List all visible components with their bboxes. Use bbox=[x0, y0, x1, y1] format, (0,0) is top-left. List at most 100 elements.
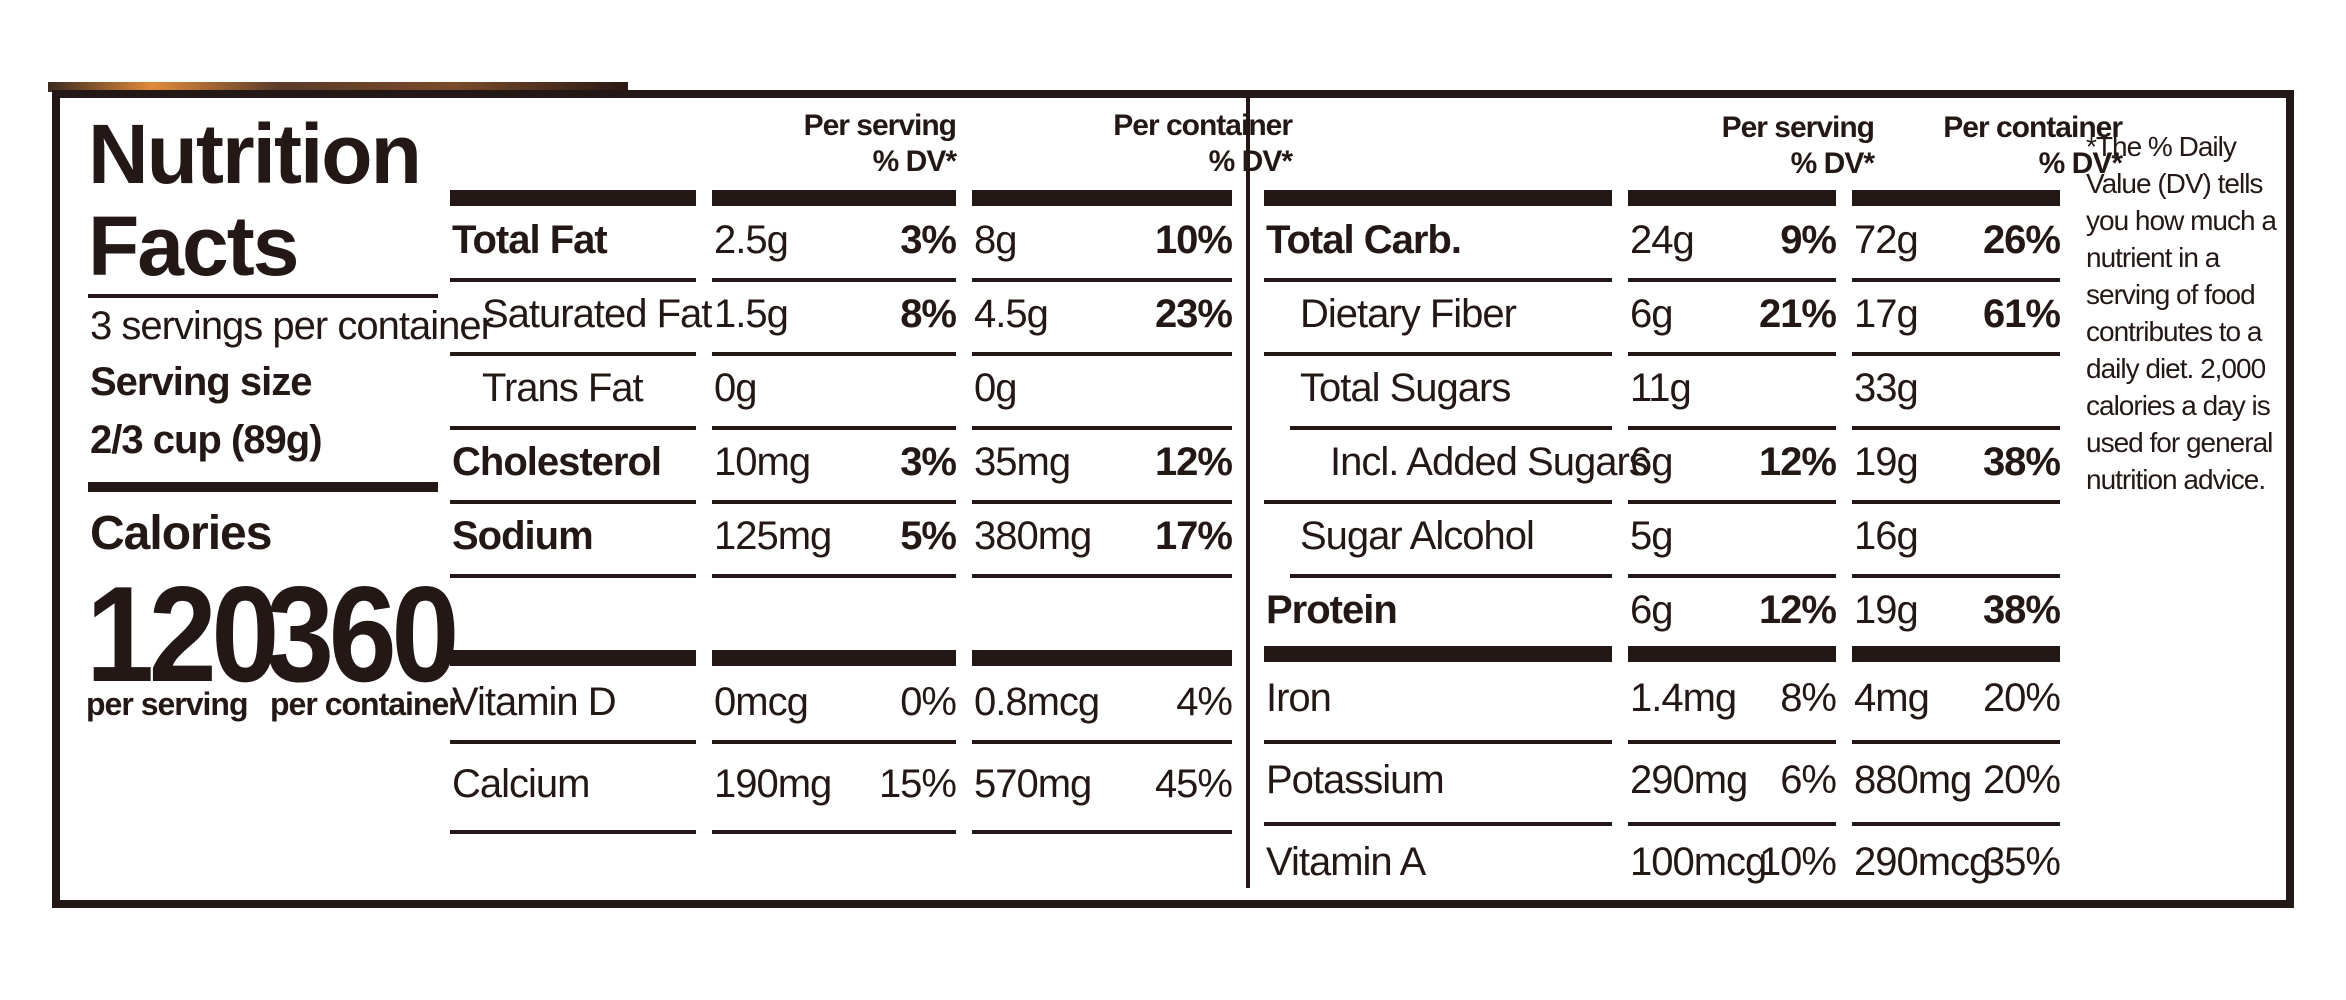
left_nutrients-2-container-amount: 0g bbox=[974, 366, 1017, 410]
right_nutrients-5-container-amount: 19g bbox=[1854, 588, 1919, 632]
left-vit-bar-1 bbox=[712, 650, 956, 666]
left_nutrients-2-serving-amount: 0g bbox=[714, 366, 757, 410]
right_nutrients-2-name: Total Sugars bbox=[1300, 366, 1511, 410]
left_vitamins-0-name: Vitamin D bbox=[452, 680, 617, 724]
left_nutrients-0-container-amount: 8g bbox=[974, 218, 1017, 262]
right-row-0-rule-0 bbox=[1264, 278, 1612, 282]
right-row-3-rule-2 bbox=[1852, 500, 2060, 504]
right-row-0-rule-1 bbox=[1628, 278, 1836, 282]
left-vit-row-0-rule-2 bbox=[972, 740, 1232, 744]
left-row-4-rule-1 bbox=[712, 574, 956, 578]
left-top-bar-0 bbox=[450, 190, 696, 206]
serving-size-label: Serving size bbox=[90, 360, 312, 404]
left-row-3-rule-2 bbox=[972, 500, 1232, 504]
right_vitamins-2-serving-amount: 100mcg bbox=[1630, 840, 1767, 884]
right-vit-bar-1 bbox=[1628, 646, 1836, 662]
left_vitamins-0-container-dv: 4% bbox=[1176, 680, 1233, 724]
title-nutrition: Nutrition bbox=[88, 107, 422, 201]
left_nutrients-1-name: Saturated Fat bbox=[482, 292, 712, 336]
left-header-per-serving: Per serving % DV* bbox=[803, 109, 957, 178]
divider bbox=[88, 294, 438, 298]
right_nutrients-2-container-amount: 33g bbox=[1854, 366, 1919, 410]
left-row-0-rule-0 bbox=[450, 278, 696, 282]
left_nutrients-4-name: Sodium bbox=[452, 514, 594, 558]
right_vitamins-1-container-dv: 20% bbox=[1982, 758, 2061, 802]
left_nutrients-1-container-amount: 4.5g bbox=[974, 292, 1049, 336]
right_nutrients-0-container-amount: 72g bbox=[1854, 218, 1919, 262]
right_nutrients-3-serving-amount: 6g bbox=[1630, 440, 1673, 484]
right-header-per-container: Per container % DV* bbox=[1943, 111, 2123, 180]
nutrition-facts-panel: Nutrition Facts 3 servings per container… bbox=[52, 90, 2294, 908]
right_vitamins-1-serving-dv: 6% bbox=[1780, 758, 1837, 802]
left_nutrients-4-container-dv: 17% bbox=[1154, 514, 1233, 558]
right_vitamins-2-name: Vitamin A bbox=[1266, 840, 1426, 884]
left_nutrients-3-serving-dv: 3% bbox=[900, 440, 957, 484]
right-row-0-rule-2 bbox=[1852, 278, 2060, 282]
left_vitamins-1-name: Calcium bbox=[452, 762, 590, 806]
right-vit-row-1-rule-1 bbox=[1628, 822, 1836, 826]
right-row-2-rule-2 bbox=[1852, 426, 2060, 430]
left-row-0-rule-2 bbox=[972, 278, 1232, 282]
left_nutrients-4-serving-dv: 5% bbox=[900, 514, 957, 558]
right-row-4-rule-0 bbox=[1290, 574, 1612, 578]
left-row-2-rule-2 bbox=[972, 426, 1232, 430]
left-row-1-rule-1 bbox=[712, 352, 956, 356]
right_nutrients-5-serving-dv: 12% bbox=[1758, 588, 1837, 632]
left-top-bar-2 bbox=[972, 190, 1232, 206]
left_nutrients-1-container-dv: 23% bbox=[1154, 292, 1233, 336]
left-row-0-rule-1 bbox=[712, 278, 956, 282]
right_nutrients-5-container-dv: 38% bbox=[1982, 588, 2061, 632]
servings-per-container: 3 servings per container bbox=[90, 304, 494, 348]
right-vit-bar-0 bbox=[1264, 646, 1612, 662]
right-row-2-rule-0 bbox=[1290, 426, 1612, 430]
right_nutrients-5-name: Protein bbox=[1266, 588, 1398, 632]
center-divider bbox=[1246, 98, 1250, 888]
right-top-bar-2 bbox=[1852, 190, 2060, 206]
right_vitamins-1-name: Potassium bbox=[1266, 758, 1445, 802]
right_vitamins-2-container-dv: 35% bbox=[1982, 840, 2061, 884]
right-vit-row-0-rule-0 bbox=[1264, 740, 1612, 744]
right_nutrients-1-serving-dv: 21% bbox=[1758, 292, 1837, 336]
right-vit-bar-2 bbox=[1852, 646, 2060, 662]
right_nutrients-0-serving-amount: 24g bbox=[1630, 218, 1695, 262]
left_nutrients-0-name: Total Fat bbox=[452, 218, 608, 262]
right-vit-row-0-rule-1 bbox=[1628, 740, 1836, 744]
right_nutrients-0-serving-dv: 9% bbox=[1780, 218, 1837, 262]
calories-per-serving: 120 bbox=[86, 558, 279, 710]
right-row-1-rule-1 bbox=[1628, 352, 1836, 356]
left-row-1-rule-2 bbox=[972, 352, 1232, 356]
right_nutrients-0-container-dv: 26% bbox=[1982, 218, 2061, 262]
right_nutrients-4-name: Sugar Alcohol bbox=[1300, 514, 1535, 558]
left-row-1-rule-0 bbox=[450, 352, 696, 356]
left_nutrients-0-serving-amount: 2.5g bbox=[714, 218, 789, 262]
thick-divider bbox=[88, 482, 438, 492]
left-row-2-rule-1 bbox=[712, 426, 956, 430]
left_nutrients-3-serving-amount: 10mg bbox=[714, 440, 811, 484]
left-row-4-rule-0 bbox=[450, 574, 696, 578]
right_nutrients-3-name: Incl. Added Sugars bbox=[1330, 440, 1649, 484]
left_nutrients-4-container-amount: 380mg bbox=[974, 514, 1092, 558]
left-vit-row-1-rule-2 bbox=[972, 830, 1232, 834]
right-row-2-rule-1 bbox=[1628, 426, 1836, 430]
left-vit-bar-2 bbox=[972, 650, 1232, 666]
left-row-2-rule-0 bbox=[450, 426, 696, 430]
right_vitamins-2-serving-dv: 10% bbox=[1758, 840, 1837, 884]
left-header-per-container: Per container % DV* bbox=[1113, 109, 1293, 178]
right-row-1-rule-0 bbox=[1264, 352, 1612, 356]
right_nutrients-4-container-amount: 16g bbox=[1854, 514, 1919, 558]
left-vit-bar-0 bbox=[450, 650, 696, 666]
left-row-4-rule-2 bbox=[972, 574, 1232, 578]
right-row-3-rule-0 bbox=[1264, 500, 1612, 504]
left_nutrients-4-serving-amount: 125mg bbox=[714, 514, 832, 558]
left-vit-row-0-rule-0 bbox=[450, 740, 696, 744]
left_nutrients-1-serving-amount: 1.5g bbox=[714, 292, 789, 336]
left-vit-row-0-rule-1 bbox=[712, 740, 956, 744]
right-row-3-rule-1 bbox=[1628, 500, 1836, 504]
right-vit-row-1-rule-0 bbox=[1264, 822, 1612, 826]
left_vitamins-0-serving-dv: 0% bbox=[900, 680, 957, 724]
right_vitamins-2-container-amount: 290mcg bbox=[1854, 840, 1991, 884]
right_vitamins-1-container-amount: 880mg bbox=[1854, 758, 1972, 802]
calories-per-container: 360 bbox=[266, 558, 459, 710]
calories-label: Calories bbox=[90, 507, 272, 560]
right_vitamins-0-container-amount: 4mg bbox=[1854, 676, 1930, 720]
